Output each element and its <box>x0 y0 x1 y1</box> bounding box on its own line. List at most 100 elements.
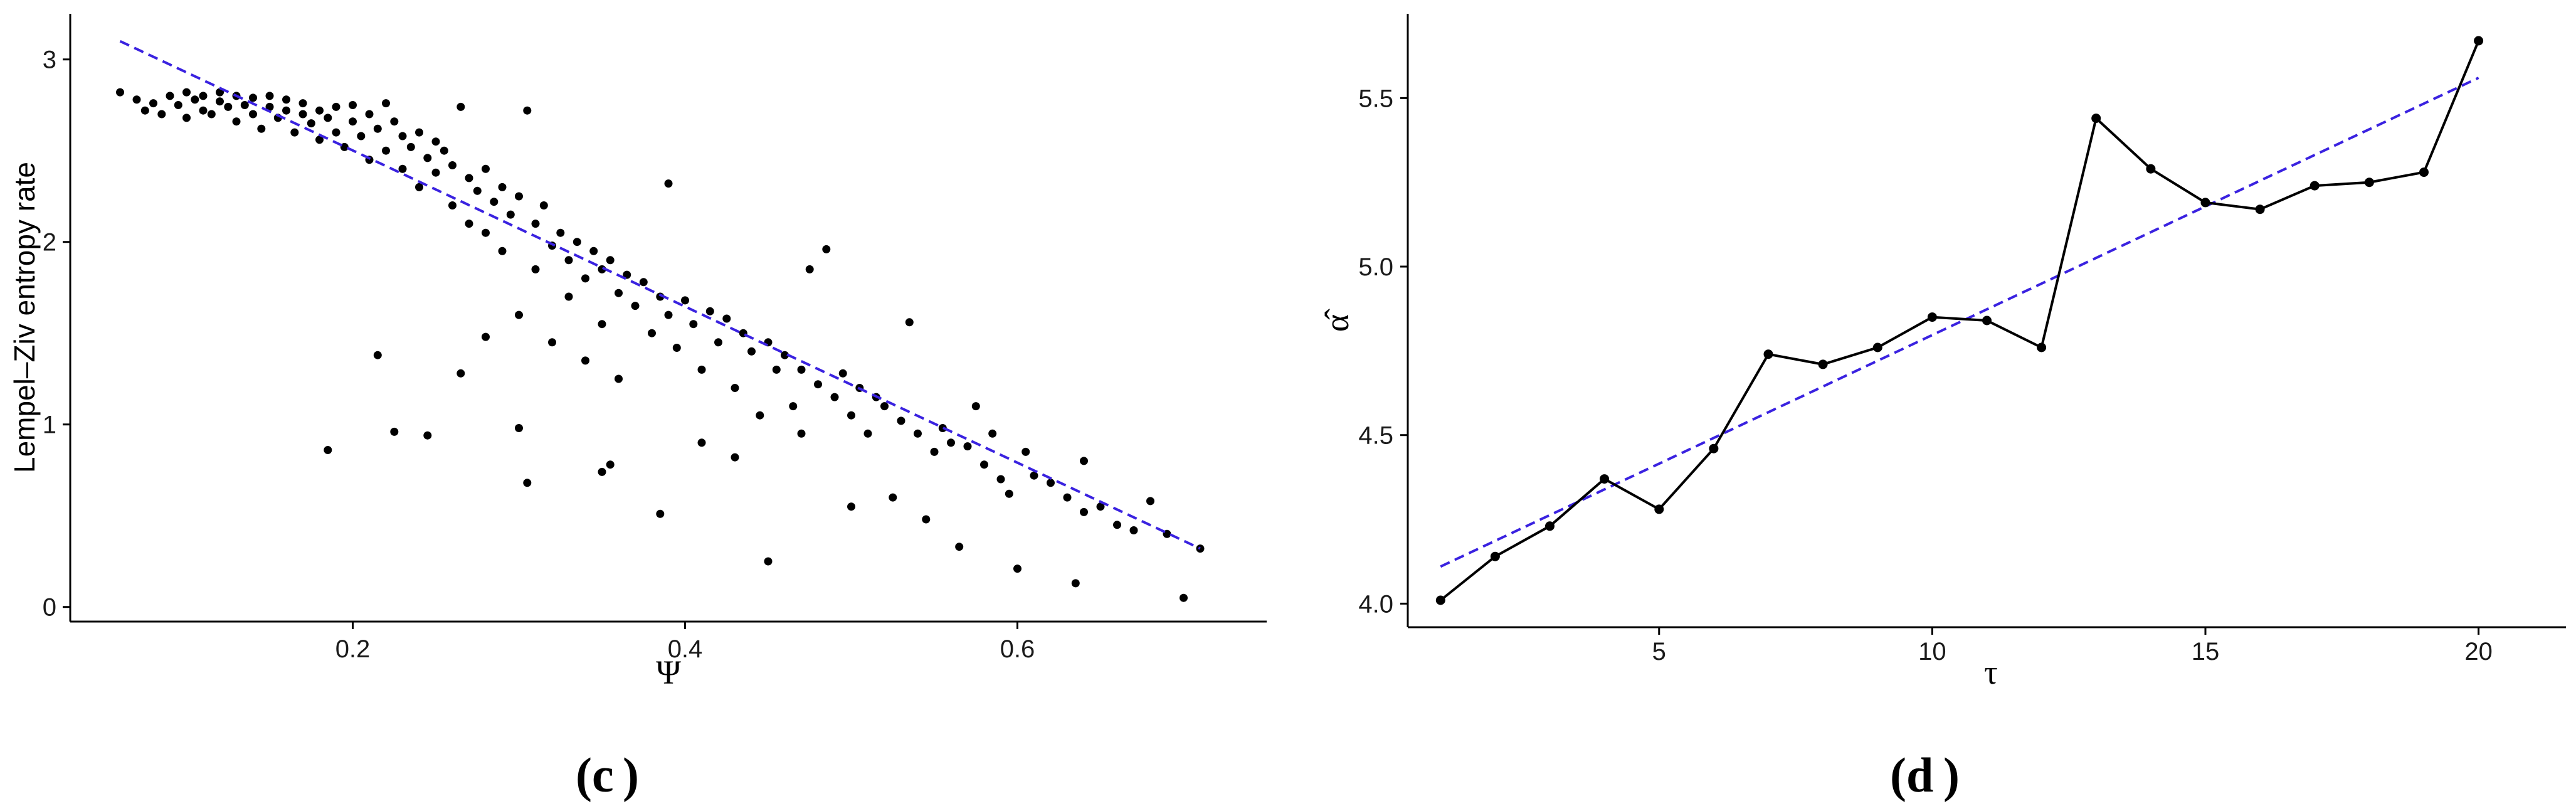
scatter-point <box>1129 526 1138 534</box>
scatter-point <box>224 102 233 111</box>
scatter-point <box>1030 471 1038 480</box>
scatter-point <box>265 92 274 100</box>
scatter-point <box>747 347 756 356</box>
scatter-point <box>581 356 589 365</box>
scatter-point <box>988 429 997 438</box>
scatter-point <box>1080 507 1088 516</box>
scatter-point <box>681 296 689 305</box>
scatter-point <box>249 93 257 102</box>
scatter-point <box>498 183 507 191</box>
scatter-point <box>390 117 399 126</box>
scatter-point <box>415 128 423 137</box>
x-tick-label: 15 <box>2192 638 2220 665</box>
y-axis-ticks: 0 1 2 3 <box>43 46 70 622</box>
scatter-point <box>772 365 781 374</box>
scatter-point <box>564 292 573 301</box>
scatter-point <box>797 429 806 438</box>
scatter-point <box>664 179 673 188</box>
scatter-point <box>830 393 839 401</box>
scatter-point <box>257 124 266 133</box>
scatter-point <box>656 509 665 518</box>
scatter-point <box>423 431 432 440</box>
scatter-point <box>1005 489 1013 498</box>
x-axis-ticks: 0.2 0.4 0.6 <box>335 622 1035 663</box>
scatter-point <box>315 106 324 115</box>
scatter-point <box>1063 493 1072 502</box>
panel-label-c: ( c ) <box>576 748 639 802</box>
scatter-point <box>431 137 440 146</box>
scatter-point <box>889 493 897 502</box>
data-point <box>1927 312 1937 322</box>
data-point <box>1818 359 1828 369</box>
y-tick-label: 3 <box>43 46 56 74</box>
scatter-point <box>905 318 914 327</box>
scatter-point <box>589 246 598 255</box>
y-tick-label: 4.5 <box>1358 422 1393 450</box>
scatter-point <box>664 310 673 319</box>
x-axis-ticks: 5 10 15 20 <box>1652 627 2493 665</box>
scatter-point <box>1096 502 1105 511</box>
scatter-point <box>556 228 565 237</box>
scatter-point <box>1113 521 1121 529</box>
y-tick-label: 4.0 <box>1358 590 1393 618</box>
scatter-point <box>1021 447 1030 456</box>
scatter-point <box>382 146 390 155</box>
scatter-point <box>290 128 299 137</box>
scatter-point <box>573 238 581 246</box>
scatter-point <box>531 265 540 273</box>
scatter-point <box>980 460 988 469</box>
scatter-point <box>324 446 332 454</box>
scatter-point <box>357 132 366 140</box>
panel-label-close-paren: ) <box>623 748 639 802</box>
y-tick-label: 5.5 <box>1358 85 1393 112</box>
scatter-point <box>473 186 482 195</box>
scatter-point <box>531 220 540 228</box>
scatter-point <box>398 164 407 173</box>
scatter-point <box>415 183 423 191</box>
scatter-point <box>623 270 631 279</box>
scatter-point <box>157 110 166 119</box>
panel-label-open-paren: ( <box>576 748 592 802</box>
scatter-point <box>298 110 307 119</box>
y-axis-title: α̂ <box>1318 309 1356 332</box>
scatter-point <box>498 246 507 255</box>
scatter-point <box>140 106 149 115</box>
y-axis-ticks: 4.0 4.5 5.0 5.5 <box>1358 85 1408 618</box>
scatter-point <box>298 99 307 108</box>
scatter-point <box>116 88 124 97</box>
scatter-point <box>880 402 889 411</box>
scatter-point <box>515 310 523 319</box>
y-tick-label: 1 <box>43 411 56 439</box>
scatter-point <box>349 101 357 109</box>
x-tick-label: 0.2 <box>335 635 371 663</box>
trend-line <box>119 40 1201 550</box>
scatter-point <box>789 402 798 411</box>
scatter-point <box>971 402 980 411</box>
scatter-point <box>1071 579 1080 588</box>
scatter-point <box>482 164 490 173</box>
scatter-point <box>797 365 806 374</box>
x-tick-label: 0.4 <box>668 635 703 663</box>
scatter-point <box>207 110 216 119</box>
scatter-point <box>539 201 548 209</box>
scatter-point <box>340 142 349 151</box>
scatter-point <box>390 427 399 436</box>
scatter-point <box>174 101 182 109</box>
data-point <box>1600 474 1610 484</box>
scatter-point <box>448 161 457 169</box>
scatter-point <box>282 106 290 115</box>
panel-label-d: ( d ) <box>1890 748 1960 802</box>
scatter-point <box>191 95 199 104</box>
scatter-point <box>756 411 764 420</box>
scatter-point <box>465 220 473 228</box>
scatter-point <box>598 320 606 329</box>
scatter-point <box>324 114 332 122</box>
scatter-point <box>307 119 315 128</box>
scatter-point <box>781 351 789 359</box>
scatter-point <box>714 338 722 347</box>
data-point <box>1654 504 1664 514</box>
scatter-point <box>731 453 739 462</box>
data-point <box>2309 181 2320 191</box>
scatter-point <box>232 117 241 126</box>
panel-label-close-paren: ) <box>1943 748 1960 802</box>
